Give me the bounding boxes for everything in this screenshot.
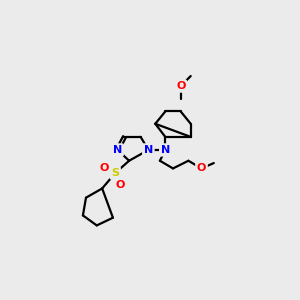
Text: O: O [197,164,206,173]
Text: O: O [176,81,185,91]
Text: O: O [116,180,125,190]
Text: N: N [161,145,170,155]
Text: O: O [99,164,108,173]
Text: N: N [144,145,153,155]
Text: S: S [111,168,119,178]
Text: N: N [113,145,122,155]
